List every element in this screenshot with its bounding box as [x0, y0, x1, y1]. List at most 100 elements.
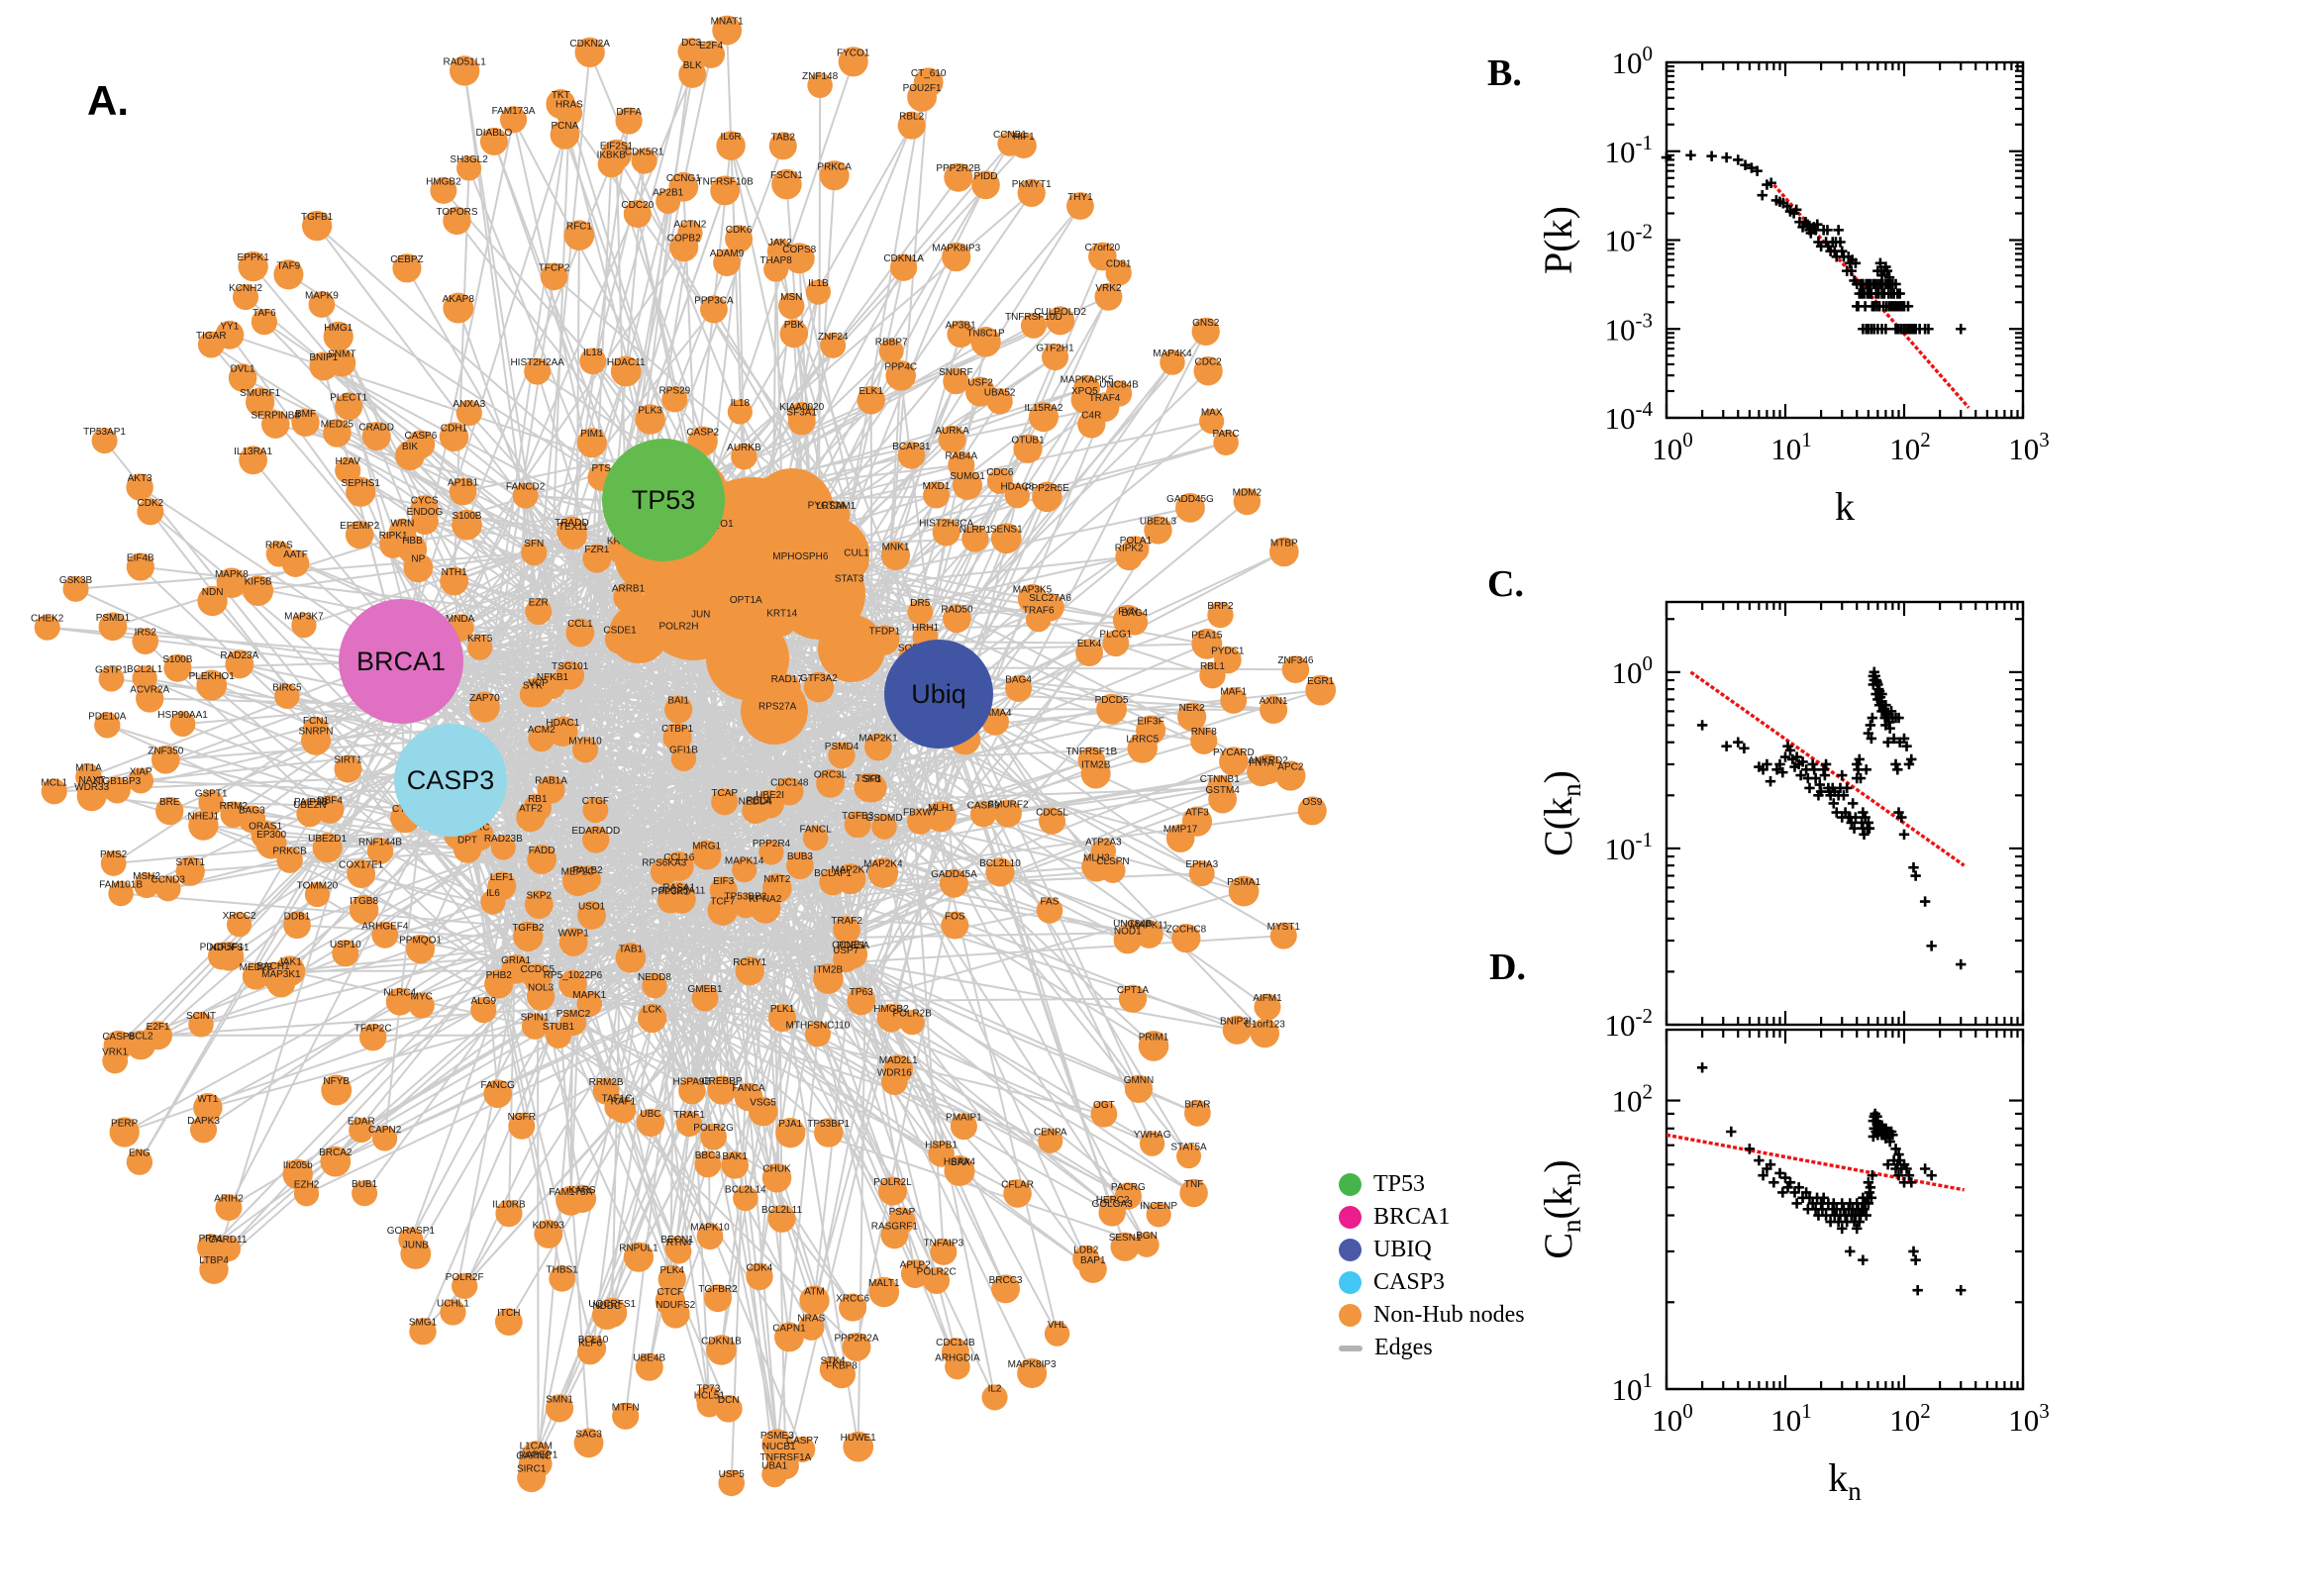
svg-text:PLCG1: PLCG1 — [1099, 630, 1132, 641]
svg-text:STAT5A: STAT5A — [1170, 1143, 1207, 1153]
svg-text:KLF6: KLF6 — [578, 1338, 602, 1348]
svg-text:DPT: DPT — [457, 836, 477, 847]
svg-text:SH3GL2: SH3GL2 — [450, 154, 488, 165]
svg-text:IL18: IL18 — [731, 398, 751, 409]
svg-text:CLSPN: CLSPN — [1096, 856, 1129, 867]
axis-ticks — [1665, 1030, 2025, 1391]
svg-text:USO1: USO1 — [578, 902, 606, 913]
svg-text:RNPUL1: RNPUL1 — [619, 1244, 658, 1254]
legend-item: Edges — [1339, 1332, 1525, 1364]
svg-text:KRT14: KRT14 — [766, 608, 797, 619]
svg-text:RB1: RB1 — [528, 794, 548, 805]
svg-text:PLEKHO1: PLEKHO1 — [189, 671, 236, 682]
svg-text:EGR1: EGR1 — [1307, 676, 1335, 687]
svg-text:103: 103 — [2008, 1399, 2050, 1438]
svg-text:HSP90AA1: HSP90AA1 — [157, 710, 208, 721]
svg-text:PPP2R4: PPP2R4 — [753, 839, 791, 849]
svg-text:RNF8: RNF8 — [1191, 727, 1218, 738]
svg-text:BAP1: BAP1 — [1080, 1255, 1106, 1266]
svg-text:BCL2L11: BCL2L11 — [761, 1205, 802, 1216]
svg-text:BECN1: BECN1 — [660, 1235, 694, 1246]
svg-text:XIAP: XIAP — [130, 767, 152, 778]
svg-text:NFKB1: NFKB1 — [537, 672, 569, 683]
svg-text:ANXA3: ANXA3 — [453, 399, 485, 410]
svg-text:IL2: IL2 — [988, 1383, 1002, 1394]
svg-text:CASP2: CASP2 — [686, 428, 719, 439]
svg-text:STUB1: STUB1 — [543, 1022, 575, 1033]
svg-text:CAPN2: CAPN2 — [368, 1125, 402, 1136]
svg-text:ACTN2: ACTN2 — [673, 219, 706, 230]
svg-text:PBK: PBK — [784, 320, 804, 331]
svg-text:UBE2I: UBE2I — [756, 790, 784, 801]
svg-text:BUB3: BUB3 — [787, 851, 814, 862]
svg-text:ALG9: ALG9 — [470, 996, 496, 1007]
svg-text:CTBP1: CTBP1 — [661, 724, 694, 735]
data-points — [1661, 150, 1967, 335]
svg-text:HMGB2: HMGB2 — [873, 1004, 909, 1015]
svg-text:MED25: MED25 — [321, 419, 354, 430]
svg-text:IL6: IL6 — [486, 888, 500, 899]
svg-text:AKT3: AKT3 — [128, 473, 152, 484]
svg-text:CASP6: CASP6 — [405, 431, 438, 442]
svg-text:BIRC5: BIRC5 — [272, 682, 302, 693]
svg-text:PRKCB: PRKCB — [272, 847, 307, 857]
svg-text:AXIN1: AXIN1 — [1260, 696, 1288, 707]
svg-text:CD81: CD81 — [1106, 259, 1132, 270]
svg-text:MNDA: MNDA — [446, 614, 475, 625]
svg-text:PLECT1: PLECT1 — [330, 392, 367, 403]
svg-text:10-1: 10-1 — [1605, 131, 1654, 169]
svg-text:NOL3: NOL3 — [528, 983, 555, 994]
svg-text:HIST2H2AA: HIST2H2AA — [510, 357, 564, 368]
svg-text:IL18: IL18 — [583, 348, 603, 358]
svg-text:TNF: TNF — [1184, 1179, 1203, 1190]
svg-text:PCNA: PCNA — [552, 121, 579, 132]
svg-text:AURKA: AURKA — [935, 426, 969, 437]
svg-text:MSH2: MSH2 — [133, 871, 160, 882]
svg-text:GAPNC: GAPNC — [516, 1450, 552, 1461]
node-swatch-icon — [1339, 1271, 1362, 1294]
svg-text:PIM1: PIM1 — [580, 429, 604, 440]
legend-item: BRCA1 — [1339, 1201, 1525, 1234]
svg-text:RAB4A: RAB4A — [945, 451, 977, 462]
svg-text:POLR2B: POLR2B — [892, 1009, 932, 1020]
svg-text:VSG5: VSG5 — [750, 1098, 776, 1109]
svg-text:USP5: USP5 — [719, 1469, 746, 1480]
svg-text:NUCB1: NUCB1 — [762, 1442, 796, 1452]
svg-text:CTGF: CTGF — [582, 796, 609, 807]
svg-text:NDUFS1: NDUFS1 — [210, 943, 250, 953]
svg-text:LDB2: LDB2 — [1073, 1245, 1098, 1255]
svg-text:CARD11: CARD11 — [209, 1235, 248, 1246]
svg-text:SKP2: SKP2 — [527, 891, 553, 902]
svg-text:SCINT: SCINT — [186, 1011, 216, 1022]
svg-text:KRT5: KRT5 — [467, 634, 493, 645]
svg-text:TFDP1: TFDP1 — [869, 626, 901, 637]
axis-ticks — [1665, 602, 2025, 1027]
svg-text:FOS: FOS — [945, 912, 965, 923]
svg-text:TP53BP1: TP53BP1 — [807, 1119, 850, 1130]
svg-text:RELA: RELA — [746, 796, 771, 807]
svg-text:INCENP: INCENP — [1140, 1201, 1177, 1212]
svg-text:EDAR: EDAR — [348, 1117, 375, 1128]
svg-text:HBB: HBB — [402, 536, 423, 547]
svg-text:GORASP1: GORASP1 — [387, 1226, 436, 1237]
svg-text:TP63: TP63 — [850, 987, 873, 998]
svg-text:FAM173A: FAM173A — [492, 106, 536, 117]
svg-text:LCK: LCK — [643, 1004, 662, 1015]
svg-text:MAP3K7: MAP3K7 — [284, 612, 324, 623]
edge-swatch-icon — [1339, 1345, 1363, 1351]
svg-text:CDH1: CDH1 — [441, 423, 468, 434]
svg-text:EIF3: EIF3 — [713, 876, 735, 887]
svg-text:PRIM1: PRIM1 — [1139, 1032, 1169, 1043]
svg-text:GADD45A: GADD45A — [931, 869, 977, 880]
svg-text:CTCF: CTCF — [657, 1287, 684, 1298]
svg-text:BRCA2: BRCA2 — [319, 1147, 353, 1158]
svg-text:PDE5A: PDE5A — [837, 941, 869, 951]
svg-text:CAPN1: CAPN1 — [772, 1323, 806, 1334]
svg-text:FSCN1: FSCN1 — [770, 170, 803, 181]
svg-text:YY1: YY1 — [220, 321, 239, 332]
svg-text:PKMYT1: PKMYT1 — [1012, 179, 1052, 190]
svg-text:APC2: APC2 — [1277, 762, 1304, 773]
svg-text:PPP2R2A: PPP2R2A — [835, 1334, 879, 1345]
